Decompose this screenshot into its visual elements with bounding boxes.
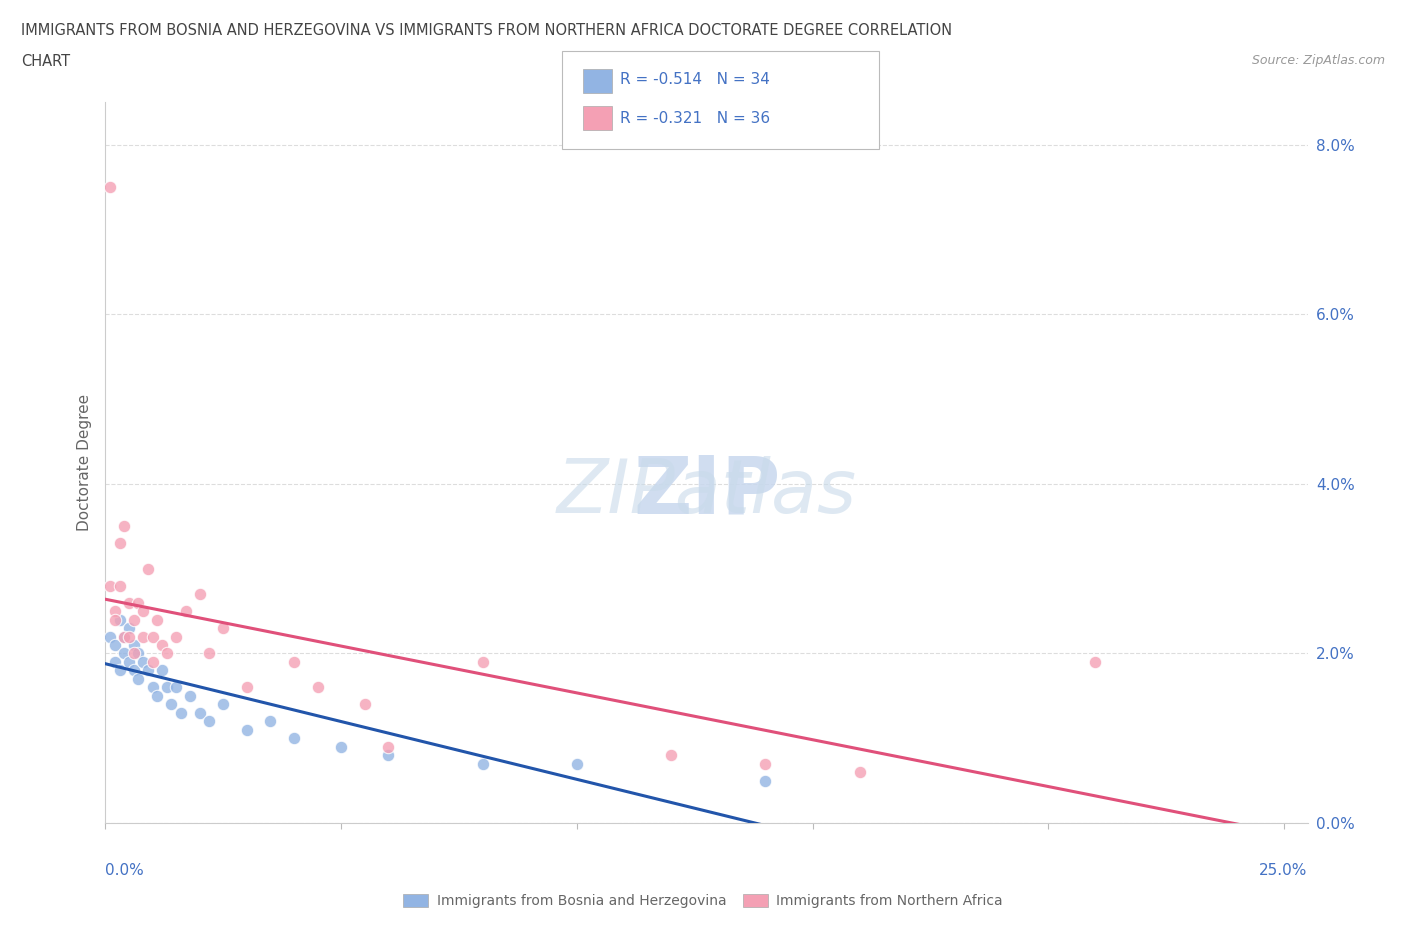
Point: [122, 612, 145, 627]
Point: [104, 655, 127, 670]
Point: [112, 629, 135, 644]
Text: CHART: CHART: [21, 54, 70, 69]
Point: [122, 638, 145, 653]
Point: [236, 680, 259, 695]
Point: [160, 697, 183, 711]
Point: [108, 663, 131, 678]
Point: [132, 629, 155, 644]
Point: [118, 620, 141, 635]
Point: [108, 578, 131, 593]
Point: [104, 604, 127, 618]
Point: [118, 629, 141, 644]
Point: [118, 595, 141, 610]
Point: [136, 561, 159, 576]
Point: [142, 655, 165, 670]
Point: [471, 655, 494, 670]
Point: [377, 739, 399, 754]
Point: [165, 680, 187, 695]
Point: [104, 612, 127, 627]
Point: [659, 748, 682, 763]
Point: [146, 612, 169, 627]
Point: [198, 646, 221, 661]
Point: [156, 680, 179, 695]
Point: [170, 705, 193, 720]
Point: [848, 764, 870, 779]
Point: [98, 629, 121, 644]
Point: [471, 756, 494, 771]
Point: [150, 663, 173, 678]
Text: ZIP: ZIP: [633, 453, 780, 530]
Point: [132, 604, 155, 618]
Point: [118, 655, 141, 670]
Y-axis label: Doctorate Degree: Doctorate Degree: [77, 394, 93, 531]
Point: [188, 705, 211, 720]
Point: [127, 646, 149, 661]
Point: [122, 663, 145, 678]
Point: [565, 756, 588, 771]
Point: [259, 714, 281, 729]
Text: Source: ZipAtlas.com: Source: ZipAtlas.com: [1251, 54, 1385, 67]
Point: [112, 519, 135, 534]
Point: [142, 680, 165, 695]
Legend: Immigrants from Bosnia and Herzegovina, Immigrants from Northern Africa: Immigrants from Bosnia and Herzegovina, …: [398, 889, 1008, 914]
Point: [165, 629, 187, 644]
Point: [127, 671, 149, 686]
Point: [754, 773, 776, 788]
Point: [283, 731, 305, 746]
Point: [174, 604, 197, 618]
Point: [98, 179, 121, 194]
Point: [179, 688, 201, 703]
Point: [112, 629, 135, 644]
Point: [353, 697, 375, 711]
Point: [108, 612, 131, 627]
Point: [188, 587, 211, 602]
Point: [132, 655, 155, 670]
Point: [377, 748, 399, 763]
Point: [198, 714, 221, 729]
Point: [127, 595, 149, 610]
Text: IMMIGRANTS FROM BOSNIA AND HERZEGOVINA VS IMMIGRANTS FROM NORTHERN AFRICA DOCTOR: IMMIGRANTS FROM BOSNIA AND HERZEGOVINA V…: [21, 23, 952, 38]
Point: [212, 697, 235, 711]
Point: [108, 536, 131, 551]
Text: 25.0%: 25.0%: [1260, 863, 1308, 878]
Point: [212, 620, 235, 635]
Text: R = -0.321   N = 36: R = -0.321 N = 36: [620, 111, 770, 126]
Point: [156, 646, 179, 661]
Point: [754, 756, 776, 771]
Point: [104, 638, 127, 653]
Point: [1084, 655, 1107, 670]
Point: [150, 638, 173, 653]
Text: ZIPatlas: ZIPatlas: [557, 456, 856, 527]
Point: [307, 680, 329, 695]
Point: [236, 723, 259, 737]
Text: R = -0.514   N = 34: R = -0.514 N = 34: [620, 73, 770, 87]
Point: [142, 629, 165, 644]
Point: [112, 646, 135, 661]
Point: [98, 578, 121, 593]
Text: 0.0%: 0.0%: [105, 863, 145, 878]
Point: [146, 688, 169, 703]
Point: [330, 739, 353, 754]
Point: [283, 655, 305, 670]
Point: [136, 663, 159, 678]
Point: [122, 646, 145, 661]
